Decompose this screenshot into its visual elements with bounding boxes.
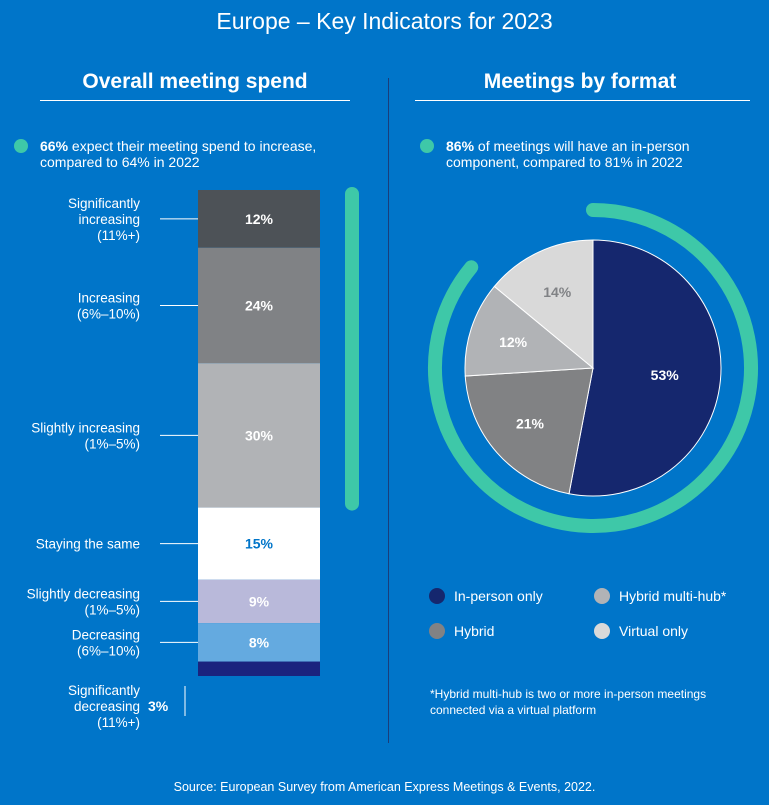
bar-category-line: (6%–10%)	[77, 643, 140, 658]
bar-category-line: (1%–5%)	[84, 602, 140, 617]
panel-divider	[388, 78, 389, 743]
bar-category-line: Increasing	[78, 290, 140, 305]
legend-label: Hybrid multi-hub*	[619, 588, 727, 604]
legend-swatch	[594, 588, 610, 604]
callout-dot-icon	[420, 139, 434, 153]
legend-label: In-person only	[454, 588, 543, 604]
bar-category-line: (1%–5%)	[84, 436, 140, 451]
bar-category-label: Significantly decreasing (11%+)	[68, 683, 140, 730]
legend-label: Hybrid	[454, 623, 494, 639]
bar-category-line: Significantly	[68, 683, 140, 698]
spend-callout-bold: 66%	[40, 138, 69, 154]
callout-dot-icon	[14, 139, 28, 153]
bar-segment	[198, 363, 320, 508]
in-person-ring	[428, 203, 758, 533]
hybrid-footnote: *Hybrid multi-hub is two or more in-pers…	[430, 687, 707, 717]
page-title: Europe – Key Indicators for 2023	[216, 8, 553, 34]
bar-category-line: (11%+)	[97, 228, 140, 243]
pie-slice	[464, 367, 594, 495]
bar-category-line: Decreasing	[72, 627, 140, 642]
bar-value-label: 8%	[249, 634, 270, 650]
bar-category-line: Staying the same	[36, 537, 140, 552]
bar-category-line: (6%–10%)	[77, 306, 140, 321]
pie-slice	[568, 239, 722, 497]
spend-callout-text: expect their meeting spend to increase, …	[40, 138, 317, 170]
bar-category-label: Slightly decreasing (1%–5%)	[27, 586, 140, 617]
pie-value-label: 12%	[499, 334, 528, 350]
bar-category-label: Increasing (6%–10%)	[77, 290, 140, 321]
spend-title-rule	[40, 100, 350, 101]
bar-category-line: Slightly increasing	[31, 420, 140, 435]
format-callout: 86% of meetings will have an in-person c…	[420, 138, 746, 170]
bar-segment	[198, 247, 320, 364]
bar-segment	[198, 190, 320, 248]
format-title-rule	[415, 100, 750, 101]
bar-value-label: 3%	[148, 698, 169, 714]
pie-value-label: 14%	[543, 284, 572, 300]
bar-value-label: 15%	[245, 536, 274, 552]
bar-category-line: (11%+)	[97, 715, 140, 730]
format-callout-bold: 86%	[446, 138, 475, 154]
legend-swatch	[594, 623, 610, 639]
legend-label: Virtual only	[619, 623, 688, 639]
bar-segment	[198, 507, 320, 580]
pie-value-label: 21%	[516, 416, 545, 432]
legend-swatch	[429, 588, 445, 604]
bar-segment	[198, 623, 320, 662]
bar-value-label: 12%	[245, 211, 274, 227]
bar-segment	[198, 661, 320, 676]
pie-slice	[464, 285, 595, 377]
bar-category-line: Significantly	[68, 196, 140, 211]
bar-value-label: 30%	[245, 427, 274, 443]
legend-swatch	[429, 623, 445, 639]
bar-category-label: Staying the same	[36, 537, 140, 552]
pie-value-label: 53%	[651, 367, 680, 383]
source-note: Source: European Survey from American Ex…	[173, 780, 596, 794]
spend-panel-title: Overall meeting spend	[82, 70, 308, 93]
bar-category-label: Slightly increasing (1%–5%)	[31, 420, 140, 451]
spend-callout: 66% expect their meeting spend to increa…	[14, 138, 370, 170]
pie-slice	[493, 239, 594, 370]
bar-value-label: 24%	[245, 297, 274, 313]
bar-category-label: Decreasing (6%–10%)	[72, 627, 140, 658]
bar-category-line: increasing	[78, 212, 140, 227]
format-panel-title: Meetings by format	[483, 70, 677, 93]
format-callout-text: of meetings will have an in-person compo…	[446, 138, 690, 170]
bar-category-line: decreasing	[74, 699, 140, 714]
bar-category-label: Significantly increasing (11%+)	[68, 196, 140, 243]
bar-segment	[198, 579, 320, 624]
bar-value-label: 9%	[249, 593, 270, 609]
bar-category-line: Slightly decreasing	[27, 586, 140, 601]
